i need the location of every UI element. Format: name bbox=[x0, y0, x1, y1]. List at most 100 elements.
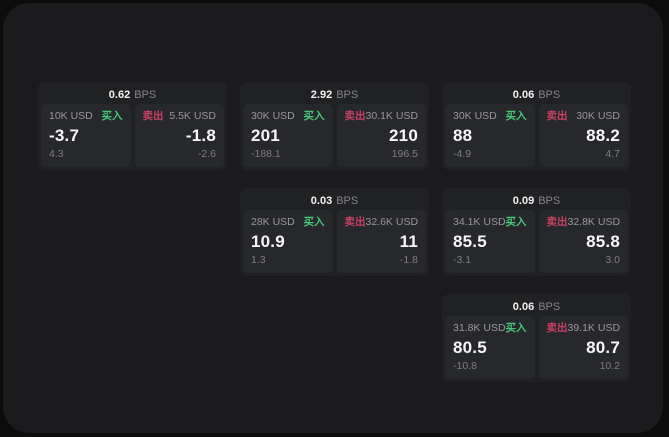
buy-delta: 1.3 bbox=[251, 254, 266, 266]
spread-value: 0.09 bbox=[512, 194, 535, 207]
buy-notional: 31.8K USD bbox=[453, 322, 506, 334]
sell-quote-tile[interactable]: 卖出 30K USD 88.2 4.7 bbox=[538, 104, 628, 167]
quote-body: 31.8K USD 买入 80.5 -10.8 卖出 39.1K USD 80.… bbox=[445, 316, 628, 379]
spread-unit: BPS bbox=[538, 194, 561, 207]
sell-delta: 196.5 bbox=[391, 148, 418, 160]
sell-side-label: 卖出 bbox=[546, 216, 568, 228]
sell-quote-tile[interactable]: 卖出 30.1K USD 210 196.5 bbox=[336, 104, 426, 167]
spread-unit: BPS bbox=[336, 88, 359, 101]
buy-top-row: 28K USD 买入 bbox=[251, 216, 325, 229]
quote-card: 0.09 BPS 34.1K USD 买入 85.5 -3.1 卖出 32.8K… bbox=[442, 188, 631, 276]
spread-header: 0.09 BPS bbox=[445, 191, 628, 210]
spread-unit: BPS bbox=[538, 88, 561, 101]
sell-side-label: 卖出 bbox=[546, 322, 568, 334]
sell-notional: 30K USD bbox=[576, 110, 620, 122]
spread-value: 0.03 bbox=[310, 194, 333, 207]
spread-value: 2.92 bbox=[310, 88, 333, 101]
buy-side-label: 买入 bbox=[505, 322, 527, 334]
buy-notional: 30K USD bbox=[453, 110, 497, 122]
buy-notional: 10K USD bbox=[49, 110, 93, 122]
sell-notional: 30.1K USD bbox=[365, 110, 419, 122]
sell-side-label: 卖出 bbox=[546, 110, 568, 122]
buy-price: 201 bbox=[251, 126, 280, 145]
quote-body: 28K USD 买入 10.9 1.3 卖出 32.6K USD 11 -1.8 bbox=[243, 210, 426, 273]
buy-side-label: 买入 bbox=[303, 216, 325, 228]
sell-delta: 4.7 bbox=[605, 148, 620, 160]
quote-card: 0.06 BPS 31.8K USD 买入 80.5 -10.8 卖出 39.1… bbox=[442, 294, 631, 382]
quote-card: 0.06 BPS 30K USD 买入 88 -4.9 卖出 30K USD bbox=[442, 82, 631, 170]
sell-price: 85.8 bbox=[586, 232, 620, 251]
buy-quote-tile[interactable]: 30K USD 买入 88 -4.9 bbox=[445, 104, 535, 167]
buy-quote-tile[interactable]: 31.8K USD 买入 80.5 -10.8 bbox=[445, 316, 535, 379]
buy-notional: 28K USD bbox=[251, 216, 295, 228]
quote-body: 34.1K USD 买入 85.5 -3.1 卖出 32.8K USD 85.8… bbox=[445, 210, 628, 273]
sell-delta: -2.6 bbox=[197, 148, 216, 160]
sell-price: 11 bbox=[399, 232, 418, 251]
buy-top-row: 31.8K USD 买入 bbox=[453, 322, 527, 335]
sell-price: 210 bbox=[389, 126, 418, 145]
buy-price: 10.9 bbox=[251, 232, 285, 251]
quote-body: 30K USD 买入 201 -188.1 卖出 30.1K USD 210 1… bbox=[243, 104, 426, 167]
spread-header: 0.03 BPS bbox=[243, 191, 426, 210]
buy-delta: -3.1 bbox=[453, 254, 472, 266]
spread-header: 0.06 BPS bbox=[445, 85, 628, 104]
sell-notional: 32.6K USD bbox=[365, 216, 419, 228]
sell-price: 88.2 bbox=[586, 126, 620, 145]
sell-price: -1.8 bbox=[185, 126, 216, 145]
quote-card: 2.92 BPS 30K USD 买入 201 -188.1 卖出 30.1K … bbox=[240, 82, 429, 170]
sell-side-label: 卖出 bbox=[142, 110, 164, 122]
spread-unit: BPS bbox=[134, 88, 157, 101]
sell-notional: 5.5K USD bbox=[169, 110, 216, 122]
buy-side-label: 买入 bbox=[505, 216, 527, 228]
buy-quote-tile[interactable]: 10K USD 买入 -3.7 4.3 bbox=[41, 104, 131, 167]
sell-quote-tile[interactable]: 卖出 39.1K USD 80.7 10.2 bbox=[538, 316, 628, 379]
spread-header: 2.92 BPS bbox=[243, 85, 426, 104]
sell-quote-tile[interactable]: 卖出 32.6K USD 11 -1.8 bbox=[336, 210, 426, 273]
buy-notional: 30K USD bbox=[251, 110, 295, 122]
buy-notional: 34.1K USD bbox=[453, 216, 506, 228]
spread-value: 0.62 bbox=[108, 88, 131, 101]
buy-quote-tile[interactable]: 34.1K USD 买入 85.5 -3.1 bbox=[445, 210, 535, 273]
spread-header: 0.62 BPS bbox=[41, 85, 224, 104]
sell-delta: 3.0 bbox=[605, 254, 620, 266]
quotes-panel: 0.62 BPS 10K USD 买入 -3.7 4.3 卖出 5.5K USD bbox=[3, 3, 663, 433]
buy-top-row: 30K USD 买入 bbox=[453, 110, 527, 123]
buy-side-label: 买入 bbox=[101, 110, 123, 122]
spread-header: 0.06 BPS bbox=[445, 297, 628, 316]
spread-unit: BPS bbox=[538, 300, 561, 313]
quote-body: 30K USD 买入 88 -4.9 卖出 30K USD 88.2 4.7 bbox=[445, 104, 628, 167]
buy-side-label: 买入 bbox=[505, 110, 527, 122]
buy-price: 88 bbox=[453, 126, 473, 145]
sell-side-label: 卖出 bbox=[344, 110, 366, 122]
buy-top-row: 10K USD 买入 bbox=[49, 110, 123, 123]
buy-side-label: 买入 bbox=[303, 110, 325, 122]
sell-notional: 39.1K USD bbox=[567, 322, 621, 334]
sell-top-row: 卖出 5.5K USD bbox=[143, 110, 217, 123]
sell-quote-tile[interactable]: 卖出 32.8K USD 85.8 3.0 bbox=[538, 210, 628, 273]
quote-body: 10K USD 买入 -3.7 4.3 卖出 5.5K USD -1.8 -2.… bbox=[41, 104, 224, 167]
sell-notional: 32.8K USD bbox=[567, 216, 621, 228]
buy-top-row: 30K USD 买入 bbox=[251, 110, 325, 123]
sell-quote-tile[interactable]: 卖出 5.5K USD -1.8 -2.6 bbox=[134, 104, 224, 167]
buy-top-row: 34.1K USD 买入 bbox=[453, 216, 527, 229]
quote-cards-grid: 0.62 BPS 10K USD 买入 -3.7 4.3 卖出 5.5K USD bbox=[38, 82, 631, 382]
buy-price: 85.5 bbox=[453, 232, 487, 251]
buy-quote-tile[interactable]: 28K USD 买入 10.9 1.3 bbox=[243, 210, 333, 273]
buy-price: -3.7 bbox=[49, 126, 80, 145]
sell-top-row: 卖出 32.6K USD bbox=[345, 216, 419, 229]
spread-unit: BPS bbox=[336, 194, 359, 207]
quote-card: 0.03 BPS 28K USD 买入 10.9 1.3 卖出 32.6K US… bbox=[240, 188, 429, 276]
sell-delta: -1.8 bbox=[399, 254, 418, 266]
buy-delta: 4.3 bbox=[49, 148, 64, 160]
buy-price: 80.5 bbox=[453, 338, 487, 357]
sell-side-label: 卖出 bbox=[344, 216, 366, 228]
buy-quote-tile[interactable]: 30K USD 买入 201 -188.1 bbox=[243, 104, 333, 167]
spread-value: 0.06 bbox=[512, 300, 535, 313]
sell-top-row: 卖出 30K USD bbox=[547, 110, 621, 123]
sell-top-row: 卖出 32.8K USD bbox=[547, 216, 621, 229]
sell-price: 80.7 bbox=[586, 338, 620, 357]
spread-value: 0.06 bbox=[512, 88, 535, 101]
sell-top-row: 卖出 30.1K USD bbox=[345, 110, 419, 123]
buy-delta: -4.9 bbox=[453, 148, 472, 160]
buy-delta: -10.8 bbox=[453, 360, 477, 372]
